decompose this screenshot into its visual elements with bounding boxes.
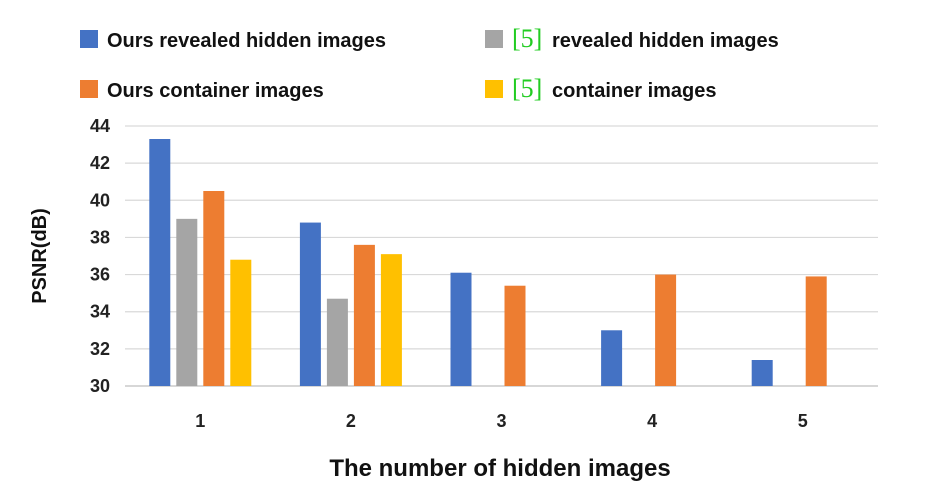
bar — [230, 259, 252, 386]
x-tick-label: 5 — [798, 411, 808, 431]
legend-label: container images — [552, 80, 717, 102]
legend-citation: [5] — [512, 24, 542, 53]
bar — [601, 330, 623, 386]
y-axis-label: PSNR(dB) — [29, 208, 51, 304]
legend-swatch — [80, 80, 98, 98]
y-tick-label: 42 — [90, 153, 110, 173]
bar — [805, 276, 827, 386]
y-tick-label: 30 — [90, 376, 110, 396]
legend-label: Ours revealed hidden images — [107, 30, 386, 52]
legend-swatch — [80, 30, 98, 48]
bar — [299, 222, 321, 386]
bar — [149, 139, 171, 386]
bar — [203, 191, 225, 386]
legend-citation: [5] — [512, 74, 542, 103]
bar — [450, 272, 472, 386]
y-tick-label: 38 — [90, 227, 110, 247]
legend: Ours revealed hidden images [5] revealed h… — [80, 24, 779, 103]
bar — [504, 285, 526, 386]
x-tick-labels: 1 2 3 4 5 — [195, 411, 807, 431]
legend-swatch — [485, 30, 503, 48]
y-tick-label: 44 — [90, 116, 110, 136]
legend-label: revealed hidden images — [552, 30, 779, 52]
x-tick-label: 2 — [346, 411, 356, 431]
y-tick-label: 34 — [90, 302, 110, 322]
bar — [380, 254, 402, 386]
y-tick-label: 40 — [90, 190, 110, 210]
bar — [655, 274, 677, 386]
legend-label: Ours container images — [107, 80, 324, 102]
bars — [149, 139, 827, 386]
bar — [176, 218, 198, 386]
bar — [353, 244, 375, 386]
bar — [751, 360, 773, 386]
legend-swatch — [485, 80, 503, 98]
x-axis-label: The number of hidden images — [329, 455, 670, 482]
x-tick-label: 3 — [496, 411, 506, 431]
y-tick-label: 36 — [90, 265, 110, 285]
y-tick-label: 32 — [90, 339, 110, 359]
x-tick-label: 1 — [195, 411, 205, 431]
y-tick-labels: 30 32 34 36 38 40 42 44 — [90, 116, 110, 396]
x-tick-label: 4 — [647, 411, 657, 431]
bar — [326, 298, 348, 386]
